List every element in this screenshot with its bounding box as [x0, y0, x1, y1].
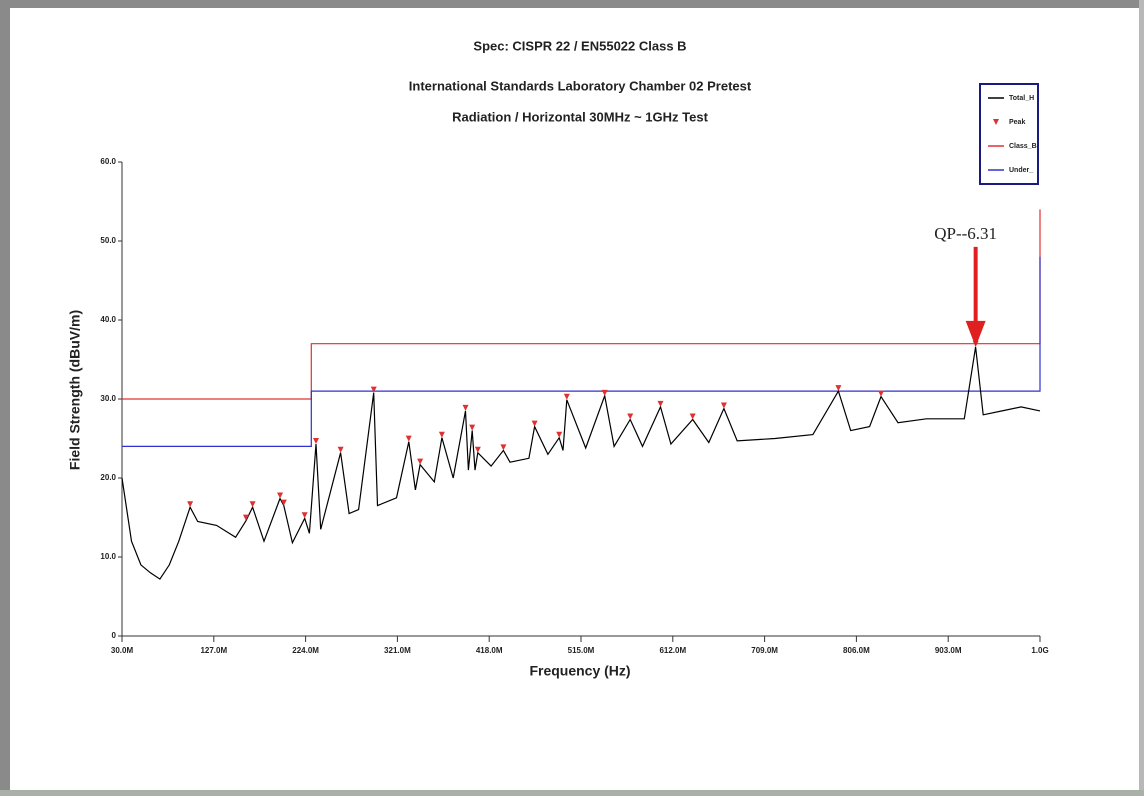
x-tick-label: 224.0M [292, 646, 319, 655]
frame-left [0, 0, 10, 796]
peak-marker [601, 389, 608, 396]
legend-marker [993, 119, 999, 125]
y-tick-label: 0 [112, 631, 117, 640]
x-tick-label: 1.0G [1031, 646, 1048, 655]
peak-marker [657, 400, 664, 407]
peak-marker [438, 431, 445, 438]
chart-title: Spec: CISPR 22 / EN55022 Class B [473, 38, 686, 53]
peak-marker [627, 413, 634, 420]
peak-marker [878, 390, 885, 397]
peak-marker [301, 512, 308, 519]
legend-label: Class_B [1009, 143, 1037, 150]
frame-top [0, 0, 1144, 8]
peak-marker [417, 458, 424, 465]
peak-marker [242, 514, 249, 521]
peak-marker [835, 385, 842, 392]
y-tick-label: 30.0 [100, 394, 116, 403]
annotation-arrow-head [965, 320, 986, 347]
x-tick-label: 709.0M [751, 646, 778, 655]
y-tick-label: 10.0 [100, 552, 116, 561]
y-tick-label: 20.0 [100, 473, 116, 482]
chart-subtitle: International Standards Laboratory Chamb… [409, 78, 752, 93]
x-axis-label: Frequency (Hz) [529, 663, 630, 679]
series-line [121, 346, 1041, 580]
peak-marker [313, 438, 320, 445]
peak-marker [689, 413, 696, 420]
peak-marker [337, 446, 344, 453]
x-tick-label: 321.0M [384, 646, 411, 655]
peak-marker [720, 402, 727, 409]
peak-marker [280, 499, 287, 506]
chart-subtitle: Radiation / Horizontal 30MHz ~ 1GHz Test [452, 109, 708, 124]
peak-marker [563, 393, 570, 400]
y-tick-label: 60.0 [100, 157, 116, 166]
peak-marker [500, 444, 507, 451]
peak-marker [462, 404, 469, 411]
peak-marker [556, 431, 563, 438]
x-tick-label: 30.0M [111, 646, 134, 655]
legend-label: Peak [1009, 119, 1025, 126]
x-tick-label: 127.0M [200, 646, 227, 655]
peak-marker [405, 435, 412, 442]
peak-marker [469, 424, 476, 431]
x-tick-label: 612.0M [659, 646, 686, 655]
y-tick-label: 40.0 [100, 315, 116, 324]
y-tick-label: 50.0 [100, 236, 116, 245]
peak-marker [187, 501, 194, 508]
legend-box [979, 83, 1039, 185]
x-tick-label: 515.0M [568, 646, 595, 655]
series-line [122, 256, 1041, 447]
legend-label: Under_ [1009, 167, 1033, 174]
legend-label: Total_H [1009, 95, 1034, 102]
x-tick-label: 418.0M [476, 646, 503, 655]
peak-marker [474, 446, 481, 453]
frame-bottom [0, 790, 1144, 796]
peak-marker [277, 492, 284, 499]
frame-right [1139, 0, 1144, 796]
x-tick-label: 903.0M [935, 646, 962, 655]
peak-marker [249, 501, 256, 508]
y-axis-label: Field Strength (dBuV/m) [67, 310, 83, 470]
x-tick-label: 806.0M [843, 646, 870, 655]
annotation: QP--6.31 [934, 224, 997, 243]
peak-marker [531, 420, 538, 427]
peak-marker [370, 386, 377, 393]
